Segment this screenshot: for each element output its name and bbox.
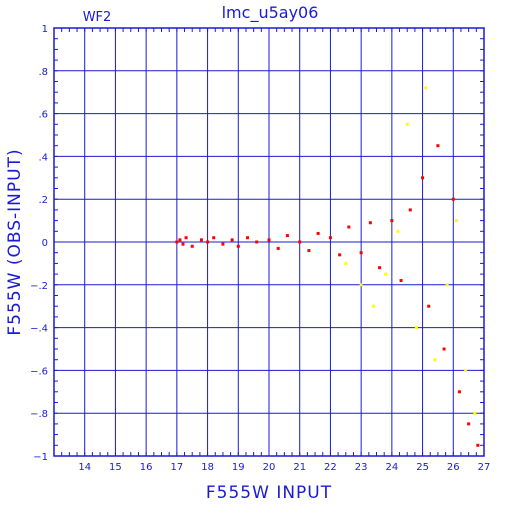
x-axis-label: F555W INPUT: [206, 483, 332, 503]
data-point: [451, 197, 455, 201]
y-tick-label: .6: [38, 110, 48, 121]
grid-lines: [53, 27, 485, 457]
x-tick-label: 18: [201, 462, 214, 473]
y-tick-label: −1: [33, 452, 48, 463]
data-point: [457, 390, 461, 394]
data-point: [473, 411, 477, 415]
x-tick-label: 27: [478, 462, 491, 473]
data-point: [384, 272, 388, 276]
data-point: [298, 240, 302, 244]
data-point: [359, 283, 363, 287]
data-point: [175, 240, 179, 244]
data-point: [338, 253, 342, 257]
data-point: [347, 225, 351, 229]
x-tick-label: 22: [324, 462, 337, 473]
data-point: [181, 242, 185, 246]
data-point: [236, 244, 240, 248]
x-tick-label: 26: [447, 462, 460, 473]
data-point: [476, 443, 480, 447]
data-point: [221, 242, 225, 246]
x-tick-label: 19: [232, 462, 245, 473]
tick-labels: 14 15 16 17 18 19 20 21 22 23 24 25 26 27 −1 −.8 −.6 −.4 −…: [30, 24, 490, 473]
data-point: [399, 279, 403, 283]
y-tick-label: −.2: [30, 281, 48, 292]
x-tick-label: 21: [293, 462, 306, 473]
data-point: [442, 347, 446, 351]
panel-label: WF2: [83, 10, 112, 25]
data-point: [464, 368, 468, 372]
y-tick-label: 0: [42, 238, 48, 249]
data-point: [178, 238, 182, 242]
data-point: [255, 240, 259, 244]
data-point: [408, 208, 412, 212]
data-point: [328, 236, 332, 240]
data-point: [467, 422, 471, 426]
data-point: [378, 266, 382, 270]
chart-title: lmc_u5ay06: [222, 3, 319, 23]
x-tick-label: 15: [109, 462, 122, 473]
data-point: [424, 86, 428, 90]
data-point: [246, 236, 249, 240]
data-points: [175, 86, 480, 447]
data-point: [307, 249, 311, 253]
data-point: [190, 244, 194, 248]
data-point: [421, 176, 425, 180]
data-point: [212, 236, 216, 240]
data-point: [371, 304, 375, 308]
y-tick-label: −.6: [30, 366, 48, 377]
data-point: [368, 221, 372, 225]
x-tick-label: 14: [78, 462, 91, 473]
y-tick-label: .2: [38, 195, 48, 206]
y-tick-label: .4: [38, 152, 48, 163]
data-point: [276, 246, 280, 250]
data-point: [184, 236, 188, 240]
x-tick-label: 24: [385, 462, 398, 473]
data-point: [344, 261, 348, 265]
data-point: [454, 219, 458, 223]
x-tick-label: 20: [263, 462, 276, 473]
data-point: [436, 144, 440, 148]
data-point: [199, 238, 203, 242]
data-point: [405, 122, 409, 126]
x-tick-label: 23: [355, 462, 368, 473]
data-point: [445, 283, 449, 287]
x-tick-label: 16: [140, 462, 153, 473]
data-point: [427, 304, 431, 308]
data-point: [433, 358, 437, 362]
data-point: [285, 234, 289, 238]
y-tick-label: 1: [42, 24, 48, 35]
data-point: [390, 219, 394, 223]
data-point: [316, 231, 320, 235]
data-point: [359, 251, 363, 255]
x-tick-label: 25: [416, 462, 429, 473]
x-tick-label: 17: [170, 462, 183, 473]
data-point: [414, 326, 418, 330]
y-axis-label: F555W (OBS-INPUT): [5, 148, 25, 335]
data-point: [396, 229, 400, 233]
y-tick-label: −.8: [30, 409, 48, 420]
y-tick-label: .8: [38, 67, 48, 78]
y-tick-label: −.4: [30, 324, 48, 335]
data-point: [267, 238, 271, 242]
data-point: [230, 238, 234, 242]
data-point: [206, 240, 210, 244]
